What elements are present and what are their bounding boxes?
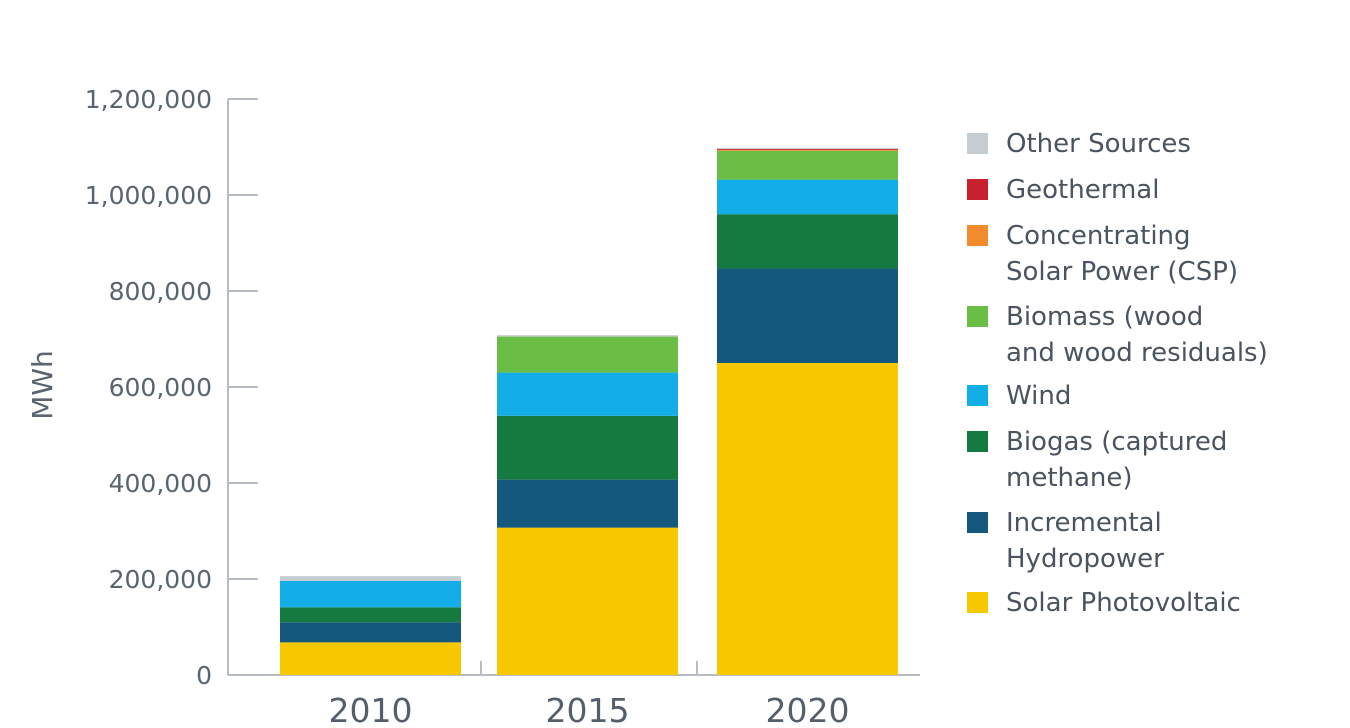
bar-segment	[280, 642, 461, 675]
bar-segment	[497, 415, 678, 480]
bar-segment	[280, 607, 461, 623]
bar-segment	[717, 214, 898, 269]
legend-label: Other Sources	[1006, 129, 1191, 159]
legend-label: and wood residuals)	[1006, 338, 1268, 368]
legend: Other Sources Geothermal Concentrating Sola…	[967, 129, 1268, 618]
y-tick-label: 1,200,000	[85, 85, 212, 114]
legend-entry: Biogas (captured methane)	[967, 427, 1227, 493]
x-tick-label: 2015	[546, 691, 630, 728]
legend-label: Solar Photovoltaic	[1006, 588, 1241, 618]
bar-segment	[717, 268, 898, 363]
legend-label: Biomass (wood	[1006, 302, 1203, 332]
legend-swatch	[967, 225, 988, 246]
legend-label: Incremental	[1006, 508, 1162, 538]
legend-label: Solar Power (CSP)	[1006, 257, 1238, 287]
y-tick-label: 200,000	[109, 565, 212, 594]
bar-segment	[280, 580, 461, 608]
bar-segment	[717, 149, 898, 151]
bar-segment	[497, 527, 678, 675]
bar-segment	[497, 372, 678, 416]
legend-swatch	[967, 512, 988, 533]
legend-label: Biogas (captured	[1006, 427, 1227, 457]
legend-swatch	[967, 431, 988, 452]
legend-swatch	[967, 133, 988, 154]
legend-entry: Concentrating Solar Power (CSP)	[967, 221, 1238, 287]
legend-label: Wind	[1006, 381, 1071, 411]
legend-label: methane)	[1006, 463, 1133, 493]
bar-segment	[497, 336, 678, 373]
legend-entry: Geothermal	[967, 175, 1159, 205]
x-tick-label: 2010	[329, 691, 413, 728]
legend-swatch	[967, 592, 988, 613]
y-tick-label: 1,000,000	[85, 181, 212, 210]
bar-segment	[717, 148, 898, 150]
bar-segment	[717, 363, 898, 675]
legend-label: Geothermal	[1006, 175, 1159, 205]
bars	[280, 147, 898, 675]
legend-swatch	[967, 179, 988, 200]
legend-label: Concentrating	[1006, 221, 1191, 251]
bar-segment	[280, 622, 461, 643]
bar-segment	[717, 179, 898, 215]
legend-swatch	[967, 385, 988, 406]
x-tick-labels: 2010 2015 2020	[329, 691, 850, 728]
legend-swatch	[967, 306, 988, 327]
x-tick-label: 2020	[766, 691, 850, 728]
legend-entry: Other Sources	[967, 129, 1191, 159]
legend-label: Hydropower	[1006, 544, 1164, 574]
legend-entry: Wind	[967, 381, 1071, 411]
bar-segment	[497, 335, 678, 337]
bar-segment	[280, 576, 461, 581]
legend-entry: Incremental Hydropower	[967, 508, 1164, 574]
bar-segment	[497, 479, 678, 528]
y-tick-label: 800,000	[109, 277, 212, 306]
y-tick-label: 0	[196, 661, 212, 690]
legend-entry: Biomass (wood and wood residuals)	[967, 302, 1268, 368]
bar-segment	[717, 150, 898, 180]
y-tick-label: 600,000	[109, 373, 212, 402]
y-tick-label: 400,000	[109, 469, 212, 498]
legend-entry: Solar Photovoltaic	[967, 588, 1241, 618]
bar-segment	[717, 147, 898, 149]
y-axis-title: MWh	[26, 350, 59, 420]
y-ticks: 0 200,000 400,000 600,000 800,000 1,000,000 1,…	[85, 85, 258, 690]
